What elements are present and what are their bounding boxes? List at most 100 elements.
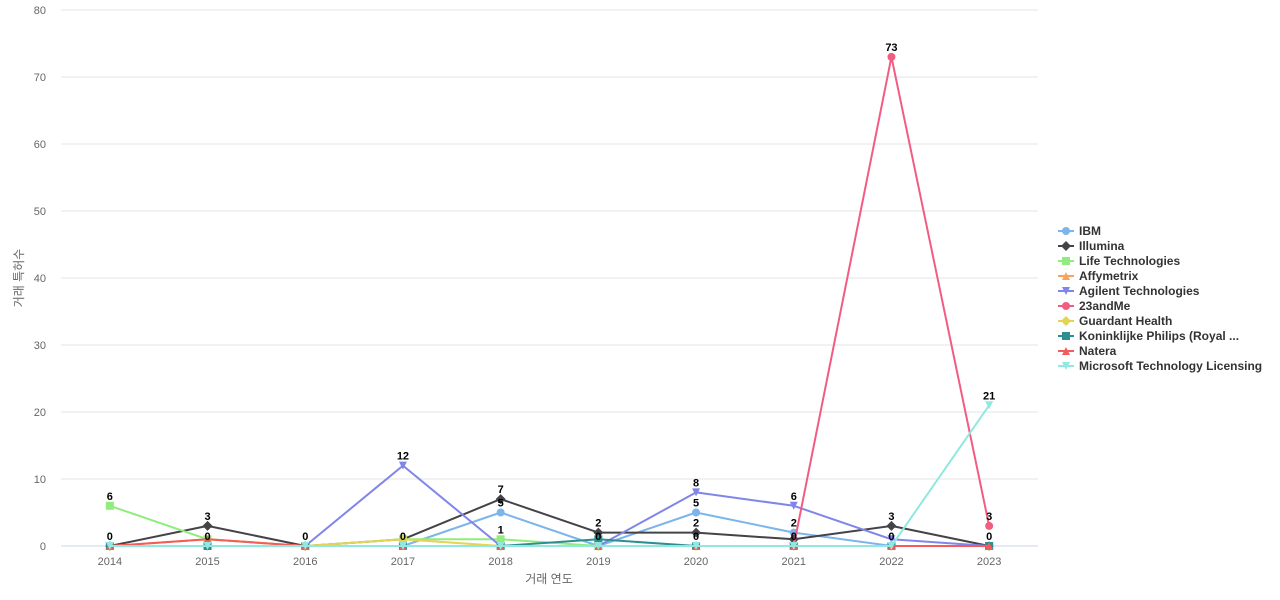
data-point	[692, 488, 701, 497]
series-line-illumina	[109, 498, 990, 547]
legend-item-koninklijke-philips-royal[interactable]: Koninklijke Philips (Royal ...	[1058, 329, 1239, 343]
legend-marker	[1062, 347, 1070, 355]
legend-label: Agilent Technologies	[1079, 284, 1200, 298]
data-label: 0	[107, 531, 113, 543]
y-tick-label: 60	[34, 139, 46, 151]
data-label: 2	[595, 518, 601, 530]
legend-marker	[1061, 316, 1071, 326]
legend-label: 23andMe	[1079, 299, 1131, 313]
y-tick-label: 40	[34, 273, 46, 285]
data-label: 0	[986, 531, 992, 543]
data-point	[692, 542, 701, 550]
data-point	[985, 401, 994, 410]
grid	[61, 9, 1038, 547]
data-label: 0	[400, 531, 406, 543]
data-label: 0	[302, 531, 308, 543]
data-label: 0	[693, 531, 699, 543]
legend-marker	[1061, 241, 1071, 251]
data-label: 0	[888, 531, 894, 543]
y-tick-label: 30	[34, 340, 46, 352]
data-point	[105, 542, 114, 550]
data-label: 21	[983, 390, 995, 402]
data-label: 3	[204, 511, 210, 523]
data-point	[691, 527, 702, 538]
data-label: 0	[791, 531, 797, 543]
legend-label: Natera	[1079, 344, 1117, 358]
legend-label: Affymetrix	[1079, 269, 1139, 283]
data-point	[397, 534, 408, 545]
x-tick-label: 2014	[98, 556, 122, 568]
x-tick-label: 2016	[293, 556, 317, 568]
series-line-life-technologies	[109, 504, 990, 547]
data-point	[301, 542, 310, 550]
data-point	[593, 527, 604, 538]
y-tick-label: 70	[34, 72, 46, 84]
data-point	[789, 501, 798, 510]
y-tick-label: 50	[34, 206, 46, 218]
x-tick-label: 2022	[879, 556, 903, 568]
series	[104, 52, 995, 551]
legend-item-agilent-technologies[interactable]: Agilent Technologies	[1058, 284, 1200, 298]
legend-marker	[1062, 362, 1070, 370]
data-point	[203, 542, 212, 550]
legend-item-guardant-health[interactable]: Guardant Health	[1058, 314, 1172, 328]
y-tick-label: 20	[34, 407, 46, 419]
data-point	[202, 520, 213, 531]
series-microsoft-technology-licensing	[105, 401, 994, 550]
data-point	[398, 542, 407, 550]
legend-marker	[1062, 332, 1070, 340]
x-tick-label: 2020	[684, 556, 708, 568]
legend-label: IBM	[1079, 224, 1101, 238]
data-label: 73	[885, 42, 897, 54]
data-point	[594, 535, 603, 544]
data-label: 1	[498, 524, 504, 536]
series-line-microsoft-technology-licensing	[109, 404, 990, 547]
series-23andme	[105, 52, 994, 550]
data-label: 6	[791, 491, 797, 503]
legend-item-illumina[interactable]: Illumina	[1058, 239, 1125, 253]
legend-label: Microsoft Technology Licensing	[1079, 359, 1262, 373]
series-agilent-technologies	[105, 461, 994, 550]
y-tick-label: 0	[40, 541, 46, 553]
data-point	[398, 461, 407, 470]
data-label: 7	[498, 484, 504, 496]
x-tick-label: 2019	[586, 556, 610, 568]
data-label: 3	[986, 511, 992, 523]
legend-marker	[1062, 287, 1070, 295]
data-label: 2	[693, 518, 699, 530]
data-label: 0	[204, 531, 210, 543]
data-label: 3	[888, 511, 894, 523]
series-line-23andme	[109, 55, 991, 547]
y-axis-title: 거래 특허수	[12, 249, 26, 308]
x-tick-label: 2018	[488, 556, 512, 568]
legend-item-23andme[interactable]: 23andMe	[1058, 299, 1131, 313]
data-point	[495, 494, 506, 505]
legend-marker	[1062, 227, 1070, 235]
data-label: 5	[498, 498, 504, 510]
legend-item-life-technologies[interactable]: Life Technologies	[1058, 254, 1180, 268]
data-label: 5	[693, 498, 699, 510]
data-point	[496, 542, 505, 550]
legend-item-ibm[interactable]: IBM	[1058, 224, 1101, 238]
legend-item-affymetrix[interactable]: Affymetrix	[1058, 269, 1139, 283]
legend-item-microsoft-technology-licensing[interactable]: Microsoft Technology Licensing	[1058, 359, 1262, 373]
data-point	[496, 508, 505, 517]
legend-label: Koninklijke Philips (Royal ...	[1079, 329, 1239, 343]
legend-item-natera[interactable]: Natera	[1058, 344, 1117, 358]
data-point	[985, 521, 994, 530]
x-tick-label: 2023	[977, 556, 1001, 568]
legend-marker	[1062, 272, 1070, 280]
legend-marker	[1062, 302, 1070, 310]
data-point	[594, 542, 603, 550]
legend-label: Life Technologies	[1079, 254, 1180, 268]
data-label: 0	[595, 531, 601, 543]
data-label: 2	[791, 518, 797, 530]
data-point	[887, 542, 896, 550]
legend-label: Illumina	[1079, 239, 1125, 253]
legend-marker	[1062, 257, 1070, 265]
